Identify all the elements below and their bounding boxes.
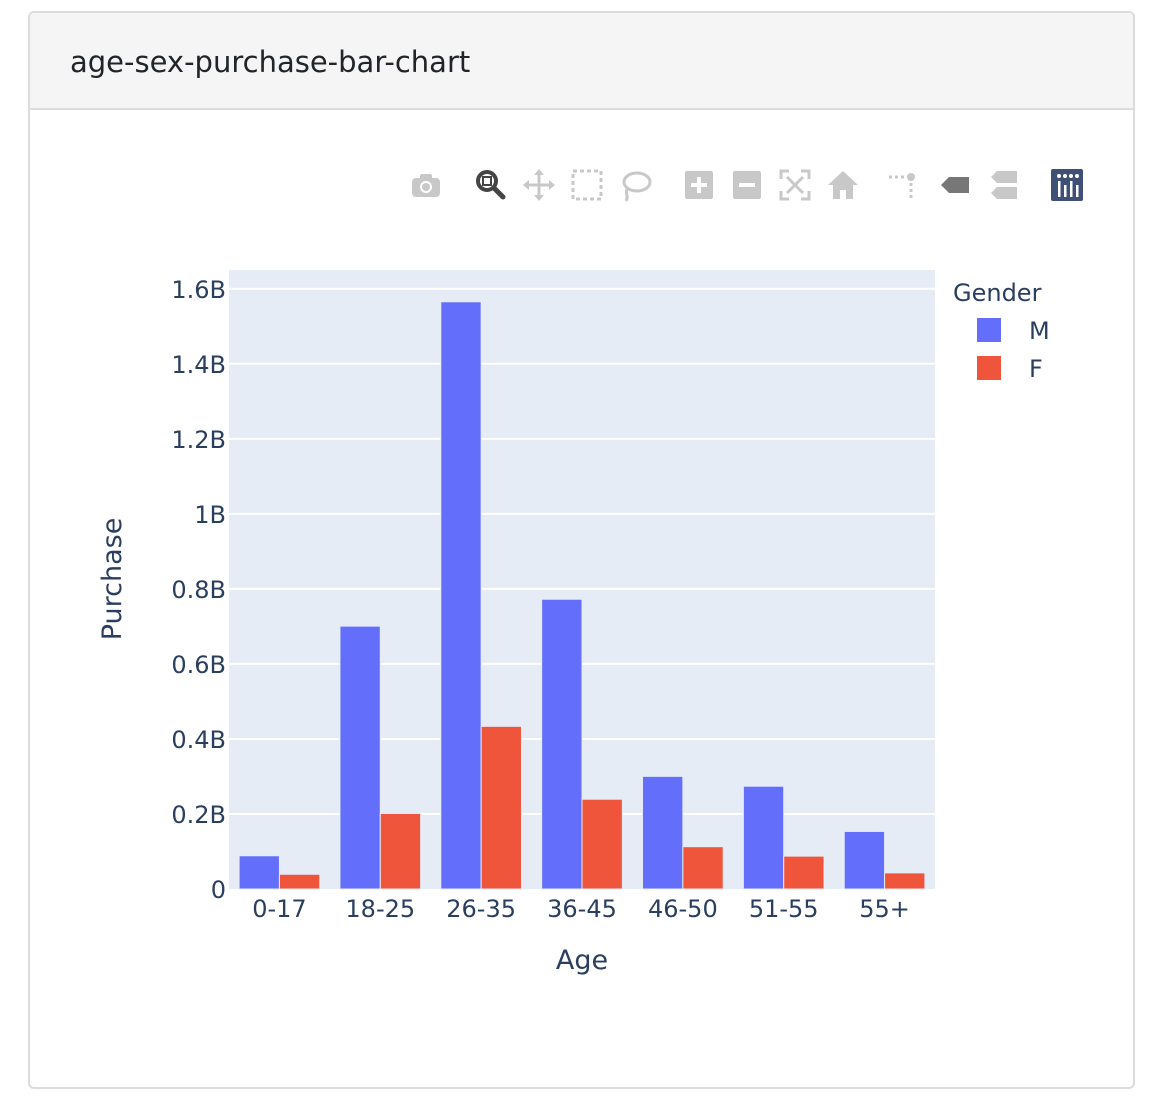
camera-icon[interactable] bbox=[408, 167, 444, 203]
x-axis-title: Age bbox=[556, 945, 608, 976]
zoom-icon[interactable] bbox=[472, 167, 508, 203]
y-tick-label: 0 bbox=[211, 876, 226, 904]
y-tick-label: 0.6B bbox=[171, 651, 226, 679]
bar-M-18-25[interactable] bbox=[339, 625, 381, 890]
y-tick-label: 1B bbox=[194, 501, 226, 529]
y-tick-label: 1.4B bbox=[171, 351, 226, 379]
reset-axes-icon[interactable] bbox=[825, 167, 861, 203]
hover-closest-icon[interactable] bbox=[937, 167, 973, 203]
bar-F-0-17[interactable] bbox=[278, 873, 321, 890]
y-tick-label: 0.8B bbox=[171, 576, 226, 604]
card-title: age-sex-purchase-bar-chart bbox=[70, 45, 471, 79]
x-tick-label: 26-35 bbox=[446, 895, 516, 923]
autoscale-icon[interactable] bbox=[777, 167, 813, 203]
bar-F-55+[interactable] bbox=[884, 872, 926, 890]
bar-M-55+[interactable] bbox=[843, 830, 886, 890]
bar-M-51-55[interactable] bbox=[742, 785, 785, 890]
bar-M-0-17[interactable] bbox=[238, 855, 280, 890]
modebar bbox=[0, 0, 1171, 230]
zoom-out-icon[interactable] bbox=[729, 167, 765, 203]
x-tick-label: 0-17 bbox=[252, 895, 306, 923]
spike-lines-icon[interactable] bbox=[885, 167, 921, 203]
legend-swatch-M[interactable] bbox=[977, 318, 1001, 342]
bar-M-36-45[interactable] bbox=[541, 598, 583, 890]
plotly-logo-icon[interactable] bbox=[1049, 167, 1085, 203]
bar-F-46-50[interactable] bbox=[682, 846, 724, 890]
hover-compare-icon[interactable] bbox=[985, 167, 1021, 203]
bar-F-26-35[interactable] bbox=[480, 725, 522, 890]
y-axis-title: Purchase bbox=[97, 518, 128, 641]
y-tick-label: 1.6B bbox=[171, 276, 226, 304]
card-header: age-sex-purchase-bar-chart bbox=[30, 13, 1133, 110]
y-tick-label: 0.4B bbox=[171, 726, 226, 754]
bar-F-18-25[interactable] bbox=[379, 812, 422, 890]
bar-M-46-50[interactable] bbox=[642, 775, 684, 890]
x-tick-label: 18-25 bbox=[345, 895, 415, 923]
legend-swatch-F[interactable] bbox=[977, 356, 1001, 380]
x-tick-label: 46-50 bbox=[648, 895, 718, 923]
x-tick-label: 55+ bbox=[859, 895, 910, 923]
bar-M-26-35[interactable] bbox=[440, 301, 482, 890]
x-tick-label: 51-55 bbox=[749, 895, 819, 923]
lasso-select-icon[interactable] bbox=[617, 167, 653, 203]
y-tick-label: 0.2B bbox=[171, 801, 226, 829]
legend-title: Gender bbox=[953, 279, 1042, 307]
x-tick-label: 36-45 bbox=[547, 895, 617, 923]
legend-label-F[interactable]: F bbox=[1029, 355, 1043, 383]
box-select-icon[interactable] bbox=[569, 167, 605, 203]
bar-F-36-45[interactable] bbox=[581, 798, 623, 890]
bar-F-51-55[interactable] bbox=[783, 855, 825, 890]
pan-icon[interactable] bbox=[521, 167, 557, 203]
legend-label-M[interactable]: M bbox=[1029, 317, 1050, 345]
zoom-in-icon[interactable] bbox=[681, 167, 717, 203]
y-tick-label: 1.2B bbox=[171, 426, 226, 454]
